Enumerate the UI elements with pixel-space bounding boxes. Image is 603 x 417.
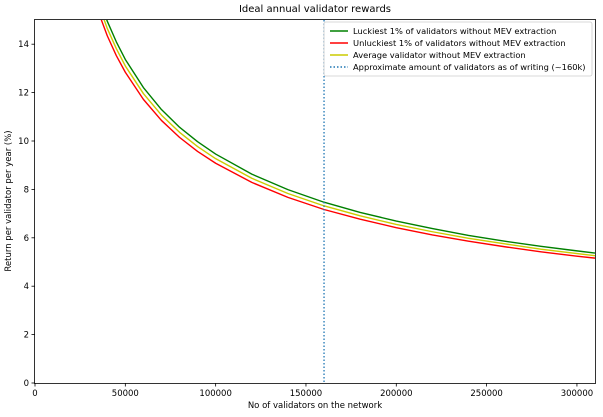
y-tick-label: 6 (24, 234, 29, 244)
legend-item-luckiest-label: Luckiest 1% of validators without MEV ex… (353, 26, 556, 36)
plot-area-frame (34, 19, 596, 384)
legend: Luckiest 1% of validators without MEV ex… (323, 21, 593, 77)
y-tick-label: 8 (24, 185, 29, 195)
unluckiest-series-line (100, 20, 595, 259)
y-axis-ticks: 0 2 4 6 8 10 12 14 (18, 40, 35, 389)
legend-item-average-label: Average validator without MEV extraction (353, 50, 526, 60)
y-tick-label: 10 (18, 137, 29, 147)
y-axis-title: Return per validator per year (%) (4, 130, 14, 271)
x-axis-ticks: 0 50000 100000 150000 200000 250000 300000 (32, 383, 593, 399)
legend-box (323, 21, 593, 77)
y-tick-label: 12 (18, 89, 29, 99)
y-tick-label: 4 (24, 282, 29, 292)
x-axis-title: No of validators on the network (248, 401, 382, 411)
series-lines (100, 20, 595, 383)
x-tick-label: 50000 (112, 389, 139, 399)
legend-item-unluckiest-label: Unluckiest 1% of validators without MEV … (353, 38, 566, 48)
y-tick-label: 2 (24, 331, 29, 341)
legend-item-vline-label: Approximate amount of validators as of w… (353, 62, 586, 72)
chart-title: Ideal annual validator rewards (239, 4, 391, 15)
x-tick-label: 300000 (561, 389, 593, 399)
luckiest-series-line (106, 20, 595, 254)
y-tick-label: 0 (24, 379, 29, 389)
average-series-line (103, 20, 595, 257)
x-tick-label: 100000 (199, 389, 231, 399)
x-tick-label: 0 (32, 389, 37, 399)
x-tick-label: 200000 (380, 389, 412, 399)
y-tick-label: 14 (18, 40, 29, 50)
x-tick-label: 150000 (290, 389, 322, 399)
x-tick-label: 250000 (470, 389, 502, 399)
